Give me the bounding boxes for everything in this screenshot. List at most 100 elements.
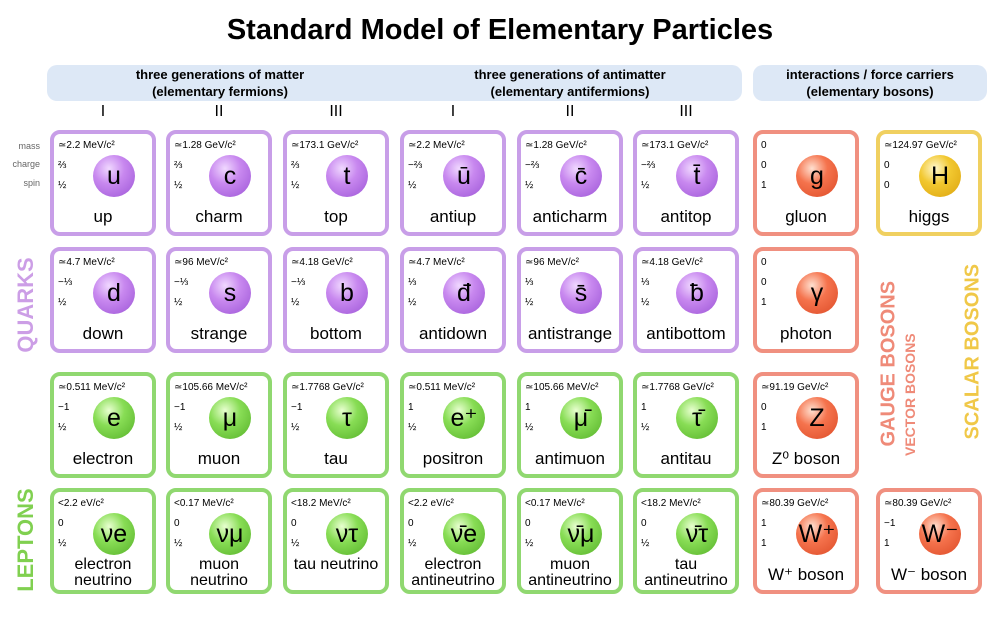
mass-value: ≃4.7 MeV/c² xyxy=(408,257,465,268)
mass-value: 0 xyxy=(761,257,767,268)
charge-value: 0 xyxy=(884,160,890,171)
spin-value: ½ xyxy=(58,538,67,549)
mass-value: ≃105.66 MeV/c² xyxy=(525,382,599,393)
particle-symbol: W⁻ xyxy=(919,513,961,555)
bosons-header-line1: interactions / force carriers xyxy=(786,67,954,82)
particle-name: muon antineutrino xyxy=(528,556,612,589)
particle-name: anticharm xyxy=(532,207,608,226)
particle-symbol: νμ xyxy=(209,513,251,555)
particle-card-avtau: <18.2 MeV/c² 0 ½ ν̄τ tau antineutrino xyxy=(633,488,739,594)
particle-symbol: ν̄e xyxy=(443,513,485,555)
spin-value: ½ xyxy=(58,422,67,433)
particle-card-z: ≃91.19 GeV/c² 0 1 Z Z⁰ boson xyxy=(753,372,859,478)
spin-value: ½ xyxy=(408,180,417,191)
charge-value: −⅔ xyxy=(408,160,423,171)
particle-symbol: d xyxy=(93,272,135,314)
spin-value: ½ xyxy=(641,297,650,308)
particle-symbol: τ xyxy=(326,397,368,439)
charge-value: −⅓ xyxy=(291,277,306,288)
particle-name: electron antineutrino xyxy=(411,556,495,589)
particle-name: tau antineutrino xyxy=(644,556,728,589)
antimatter-header-line1: three generations of antimatter xyxy=(474,67,666,82)
particle-name: charm xyxy=(195,207,243,226)
spin-value: 0 xyxy=(884,180,890,191)
generation-label: I xyxy=(450,103,456,120)
charge-value: 0 xyxy=(174,518,180,529)
mass-value: <2.2 eV/c² xyxy=(408,498,454,509)
mass-value: ≃4.7 MeV/c² xyxy=(58,257,115,268)
particle-card-avmu: <0.17 MeV/c² 0 ½ ν̄μ muon antineutrino xyxy=(517,488,623,594)
mass-value: ≃80.39 GeV/c² xyxy=(884,498,952,509)
particle-symbol: τ̄ xyxy=(676,397,718,439)
spin-value: ½ xyxy=(525,297,534,308)
charge-value: 0 xyxy=(291,518,297,529)
spin-value: ½ xyxy=(291,422,300,433)
charge-value: −⅔ xyxy=(525,160,540,171)
mass-value: ≃1.7768 GeV/c² xyxy=(641,382,714,393)
charge-value: −1 xyxy=(174,402,186,413)
spin-value: 1 xyxy=(761,297,767,308)
particle-symbol: ƀ xyxy=(676,272,718,314)
charge-value: ⅓ xyxy=(408,277,417,288)
particle-name: antiup xyxy=(429,207,477,226)
mass-value: ≃4.18 GeV/c² xyxy=(291,257,353,268)
particle-name: antitau xyxy=(660,449,712,468)
matter-header: three generations of matter (elementary … xyxy=(100,66,340,100)
particle-card-photon: 0 0 1 γ photon xyxy=(753,247,859,353)
particle-name: antitop xyxy=(660,207,712,226)
particle-symbol: đ xyxy=(443,272,485,314)
particle-card-top: ≃173.1 GeV/c² ⅔ ½ t top xyxy=(283,130,389,236)
charge-value: ⅓ xyxy=(641,277,650,288)
row-label-spin: spin xyxy=(23,178,40,188)
vector-bosons-label: VECTOR BOSONS xyxy=(902,333,918,456)
mass-value: ≃173.1 GeV/c² xyxy=(291,140,359,151)
particle-symbol: ν̄τ xyxy=(676,513,718,555)
spin-value: ½ xyxy=(174,422,183,433)
particle-name: antimuon xyxy=(535,449,605,468)
mass-value: ≃173.1 GeV/c² xyxy=(641,140,709,151)
leptons-label: LEPTONS xyxy=(13,488,38,592)
particle-symbol: νe xyxy=(93,513,135,555)
spin-value: ½ xyxy=(641,422,650,433)
particle-symbol: W⁺ xyxy=(796,513,838,555)
spin-value: ½ xyxy=(291,538,300,549)
mass-value: ≃2.2 MeV/c² xyxy=(408,140,465,151)
particle-name: muon xyxy=(197,449,241,468)
particle-name: antidown xyxy=(418,324,488,343)
matter-header-line2: (elementary fermions) xyxy=(152,84,288,99)
particle-card-ave: <2.2 eV/c² 0 ½ ν̄e electron antineutrino xyxy=(400,488,506,594)
spin-value: ½ xyxy=(58,297,67,308)
spin-value: ½ xyxy=(408,422,417,433)
particle-card-positron: ≃0.511 MeV/c² 1 ½ e⁺ positron xyxy=(400,372,506,478)
mass-value: ≃105.66 MeV/c² xyxy=(174,382,248,393)
charge-value: 1 xyxy=(641,402,647,413)
particle-card-down: ≃4.7 MeV/c² −⅓ ½ d down xyxy=(50,247,156,353)
antimatter-header: three generations of antimatter (element… xyxy=(440,66,700,100)
charge-value: 1 xyxy=(525,402,531,413)
particle-name: strange xyxy=(190,324,248,343)
particle-symbol: Z xyxy=(796,397,838,439)
spin-value: ½ xyxy=(291,297,300,308)
particle-name: gluon xyxy=(785,207,827,226)
quarks-label: QUARKS xyxy=(13,257,38,353)
charge-value: −1 xyxy=(884,518,896,529)
particle-symbol: c̄ xyxy=(560,155,602,197)
mass-value: ≃96 MeV/c² xyxy=(525,257,579,268)
particle-symbol: H xyxy=(919,155,961,197)
charge-value: 0 xyxy=(408,518,414,529)
particle-card-vtau: <18.2 MeV/c² 0 ½ ντ tau neutrino xyxy=(283,488,389,594)
particle-card-antiup: ≃2.2 MeV/c² −⅔ ½ ū antiup xyxy=(400,130,506,236)
particle-symbol: t̄ xyxy=(676,155,718,197)
row-label-mass: mass xyxy=(18,141,40,151)
particle-symbol: t xyxy=(326,155,368,197)
mass-value: ≃124.97 GeV/c² xyxy=(884,140,957,151)
particle-symbol: ν̄μ xyxy=(560,513,602,555)
particle-card-antidown: ≃4.7 MeV/c² ⅓ ½ đ antidown xyxy=(400,247,506,353)
particle-symbol: e⁺ xyxy=(443,397,485,439)
generation-label: I xyxy=(100,103,106,120)
mass-value: ≃2.2 MeV/c² xyxy=(58,140,115,151)
charge-value: −⅔ xyxy=(641,160,656,171)
spin-value: ½ xyxy=(408,538,417,549)
mass-value: ≃1.28 GeV/c² xyxy=(174,140,236,151)
